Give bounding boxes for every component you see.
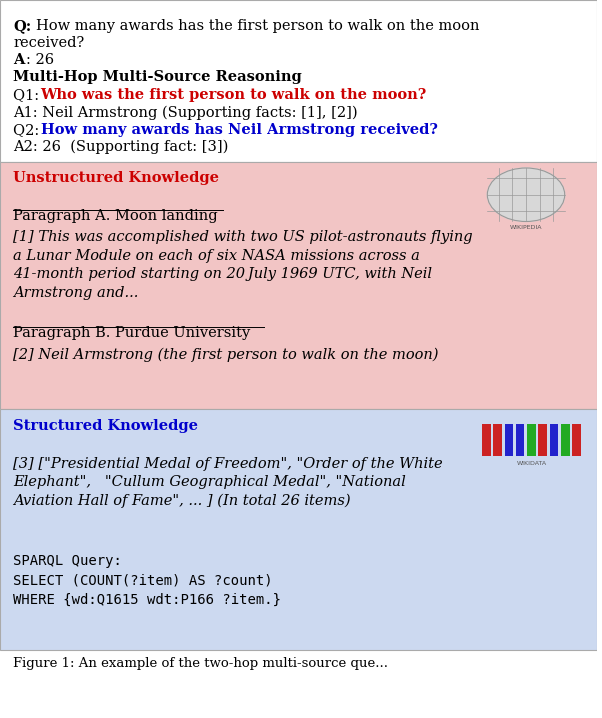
Text: [2] Neil Armstrong (the first person to walk on the moon): [2] Neil Armstrong (the first person to … [13, 348, 439, 362]
Text: Paragraph B. Purdue University: Paragraph B. Purdue University [13, 326, 250, 340]
Text: A2: 26  (Supporting fact: [3]): A2: 26 (Supporting fact: [3]) [13, 140, 229, 154]
Text: Paragraph A. Moon landing: Paragraph A. Moon landing [13, 209, 218, 223]
Text: A1: Neil Armstrong (Supporting facts: [1], [2]): A1: Neil Armstrong (Supporting facts: [1… [13, 106, 358, 120]
Text: Unstructured Knowledge: Unstructured Knowledge [13, 171, 219, 185]
Bar [0, 0, 597, 162]
Text: Q1:: Q1: [13, 88, 44, 102]
Text: A: A [13, 53, 25, 67]
Text: SPARQL Query:
SELECT (COUNT(?item) AS ?count)
WHERE {wd:Q1615 wdt:P166 ?item.}: SPARQL Query: SELECT (COUNT(?item) AS ?c… [13, 554, 281, 607]
Text: Q2:: Q2: [13, 123, 44, 136]
Bar [0, 162, 597, 409]
Text: received?: received? [13, 36, 84, 50]
Text: How many awards has Neil Armstrong received?: How many awards has Neil Armstrong recei… [40, 123, 438, 136]
Text: : 26: : 26 [26, 53, 54, 67]
Text: Structured Knowledge: Structured Knowledge [13, 419, 198, 432]
Text: Who was the first person to walk on the moon?: Who was the first person to walk on the … [40, 88, 427, 102]
Bar [0, 409, 597, 650]
Text: Figure 1: An example of the two-hop multi-source que...: Figure 1: An example of the two-hop mult… [13, 657, 388, 670]
Text: How many awards has the first person to walk on the moon: How many awards has the first person to … [36, 19, 479, 32]
Text: [3] ["Presidential Medal of Freedom", "Order of the White
Elephant",   "Cullum G: [3] ["Presidential Medal of Freedom", "O… [13, 457, 442, 508]
Text: Q:: Q: [13, 19, 31, 32]
Text: [1] This was accomplished with two US pilot-astronauts flying
a Lunar Module on : [1] This was accomplished with two US pi… [13, 230, 473, 299]
Text: Multi-Hop Multi-Source Reasoning: Multi-Hop Multi-Source Reasoning [13, 70, 302, 84]
